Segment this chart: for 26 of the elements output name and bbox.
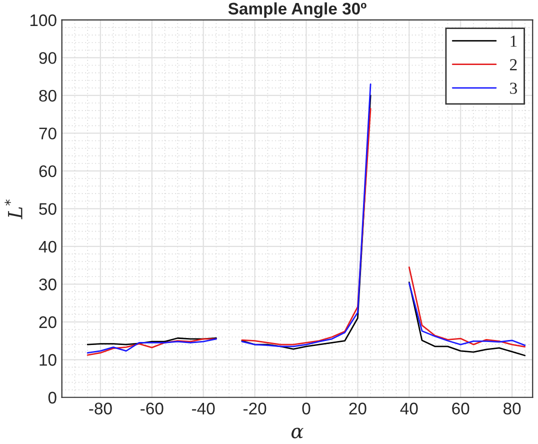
chart-title: Sample Angle 30º <box>228 2 366 18</box>
x-tick-label: 0 <box>302 402 310 414</box>
legend-label: 1 <box>510 36 517 47</box>
y-tick-label: 80 <box>39 90 56 102</box>
x-tick-label: -40 <box>192 402 215 414</box>
x-tick-label: -80 <box>89 402 112 414</box>
y-tick-label: 100 <box>30 14 56 26</box>
y-tick-label: 60 <box>39 165 56 178</box>
y-tick-label: 40 <box>38 240 56 253</box>
legend-label: 3 <box>510 82 517 94</box>
y-tick-label: 50 <box>39 203 56 215</box>
y-tick-label: 10 <box>40 354 56 366</box>
x-tick-label: 60 <box>452 402 470 414</box>
y-tick-label: 20 <box>39 316 56 328</box>
x-tick-label: 40 <box>400 402 418 414</box>
x-tick-label: 20 <box>349 402 366 414</box>
x-tick-label: -60 <box>140 402 164 414</box>
x-tick-label: 80 <box>503 402 521 414</box>
y-tick-label: 70 <box>39 128 56 140</box>
legend-label: 2 <box>510 59 517 70</box>
y-tick-label: 90 <box>39 52 56 64</box>
x-axis-title: α <box>291 428 304 438</box>
y-tick-label: 30 <box>39 278 56 290</box>
y-tick-label: 0 <box>48 392 56 404</box>
x-tick-label: -20 <box>243 402 266 414</box>
y-axis-title: L$^{*}$ <box>4 199 22 220</box>
